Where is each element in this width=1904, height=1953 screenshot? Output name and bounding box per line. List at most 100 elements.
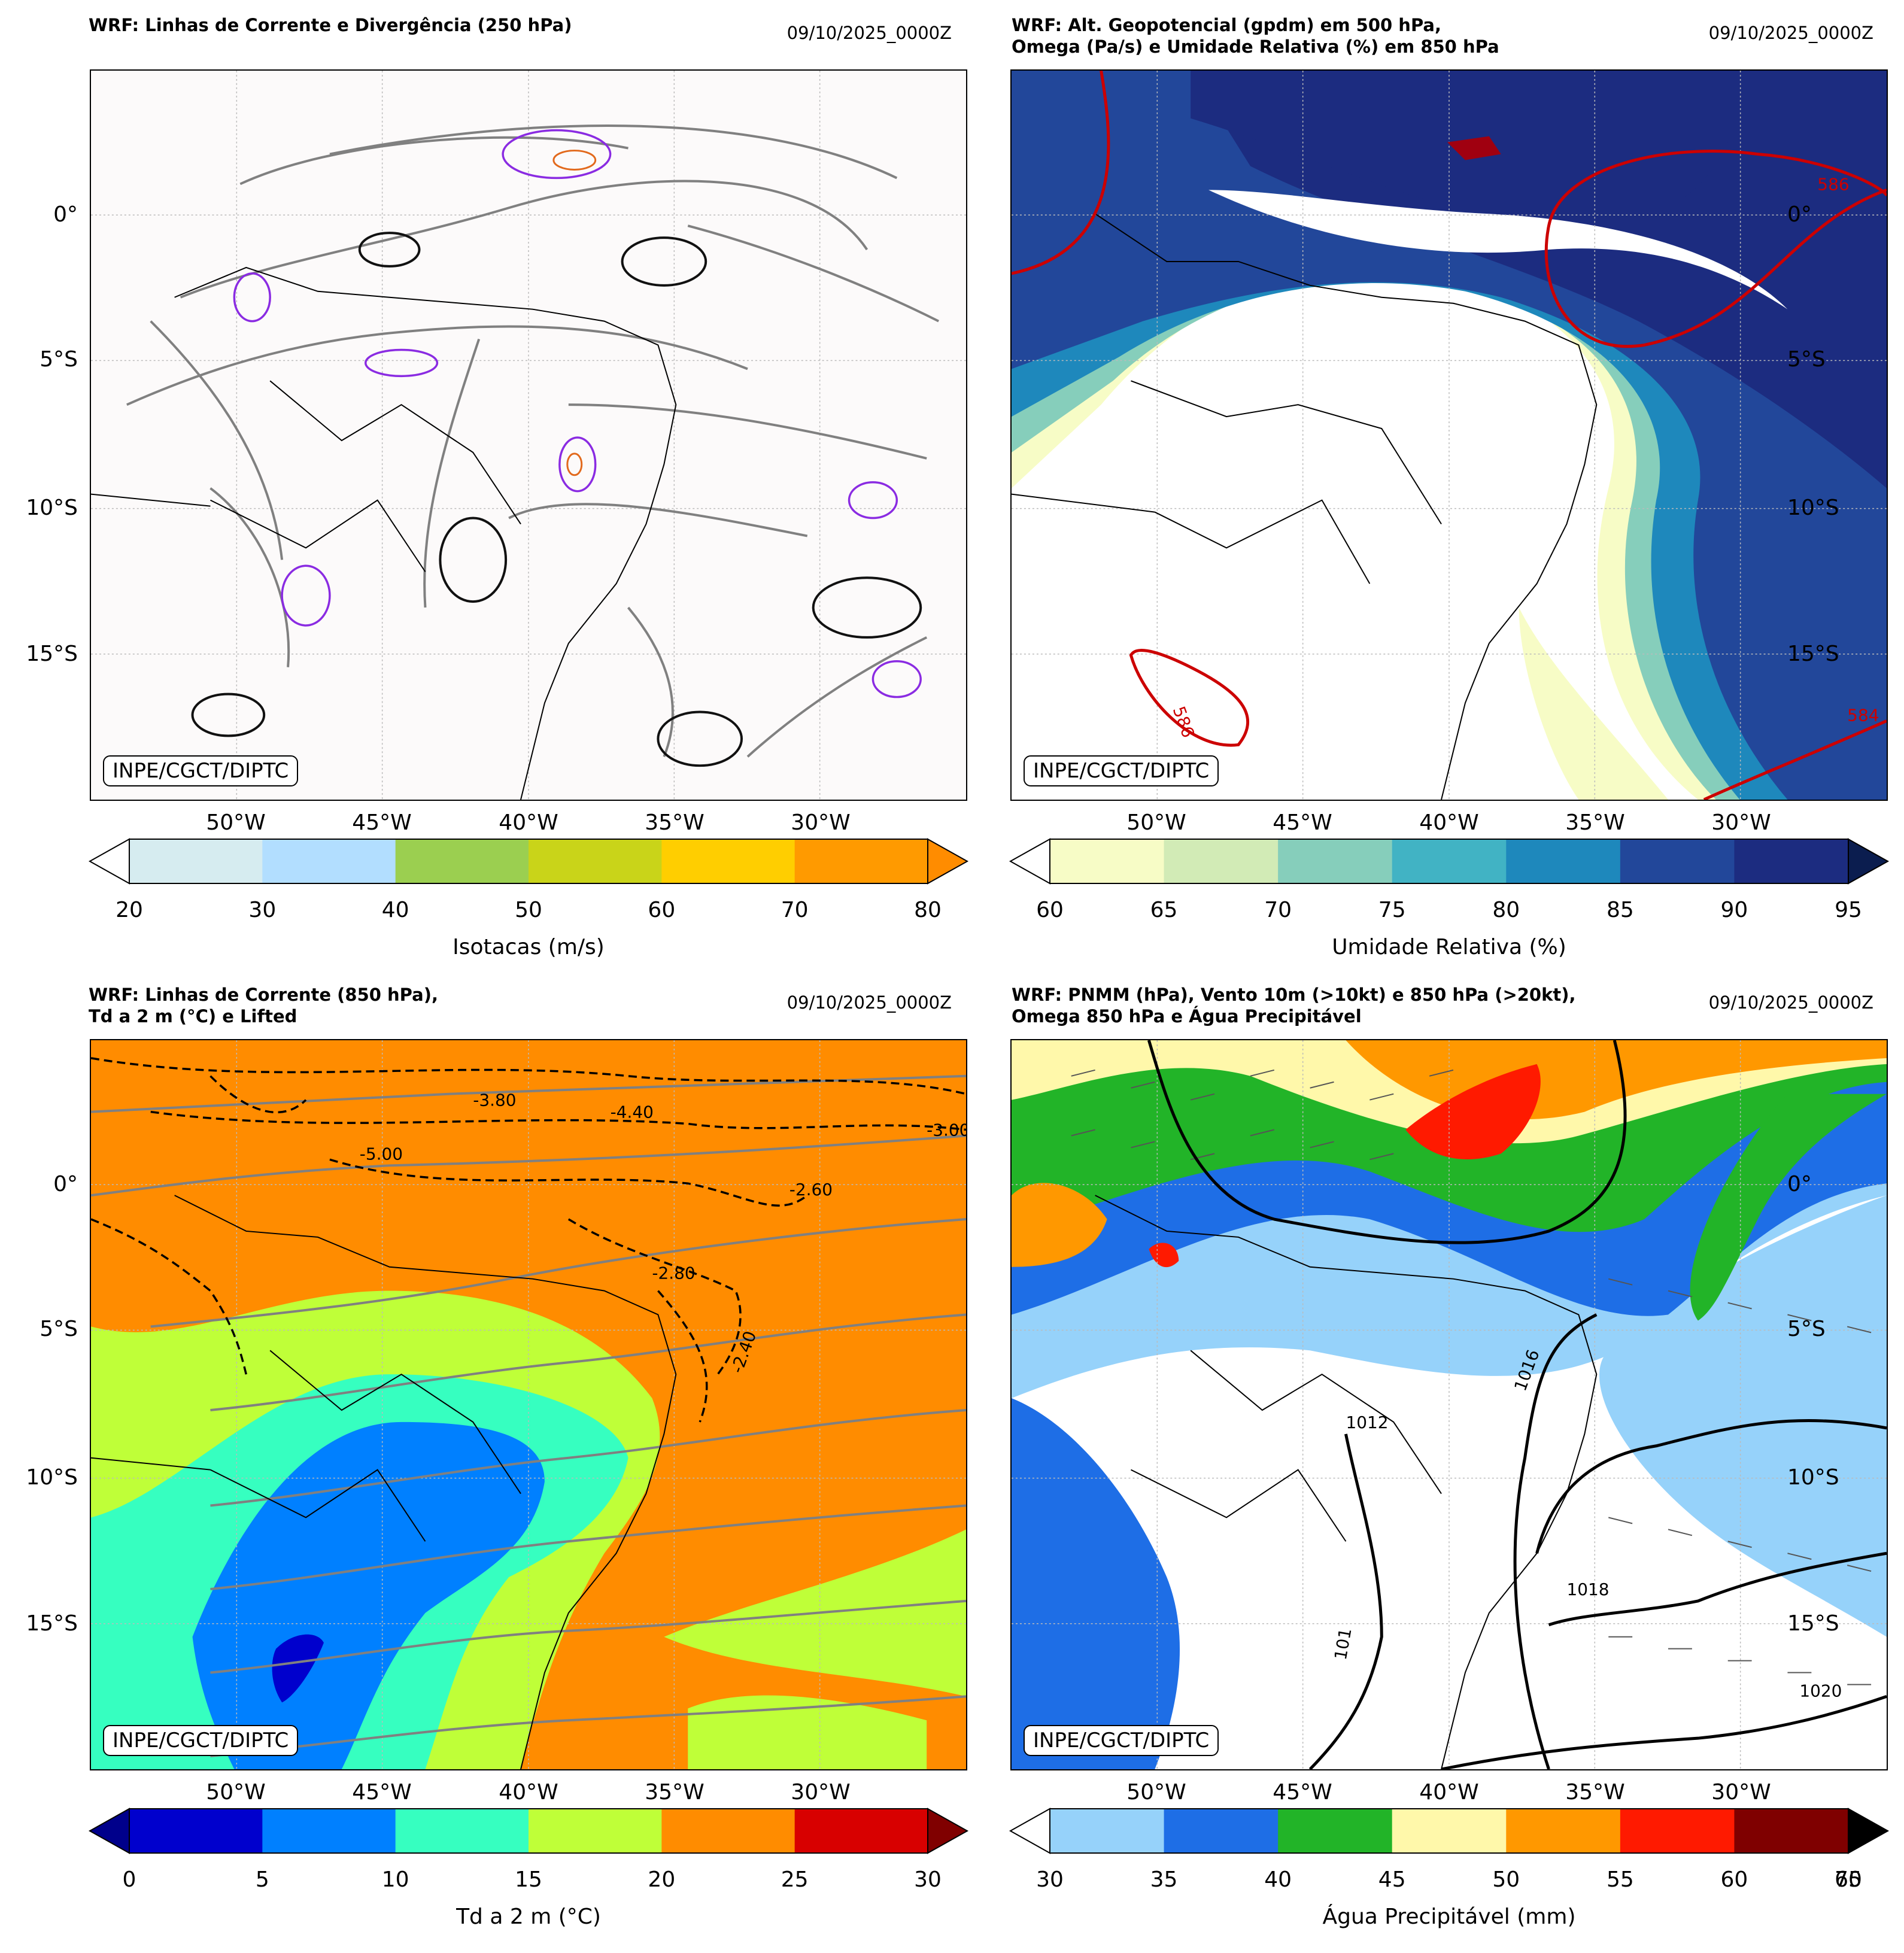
lat-label: 0°: [53, 202, 78, 227]
colorbar-tick-label: 95: [1835, 898, 1862, 922]
colorbar: [88, 1808, 969, 1854]
colorbar-segment: [262, 1809, 396, 1853]
colorbar-frame: [1049, 1808, 1849, 1854]
colorbar-label: Isotacas (m/s): [453, 935, 605, 959]
colorbar-tick-label: 55: [1606, 1867, 1634, 1892]
colorbar-tick-label: 35: [1150, 1867, 1178, 1892]
colorbar-tick-label: 0: [122, 1867, 136, 1892]
panel-title: WRF: Linhas de Corrente e Divergência (2…: [89, 15, 572, 35]
lon-label: 50°W: [1126, 810, 1186, 835]
lon-label: 45°W: [1273, 1780, 1332, 1805]
lon-label: 40°W: [1419, 1780, 1479, 1805]
lon-label: 45°W: [352, 1780, 412, 1805]
lon-label: 30°W: [791, 810, 851, 835]
colorbar-tick-label: 25: [781, 1867, 809, 1892]
colorbar-segment: [1392, 1809, 1507, 1853]
colorbar-segment: [1506, 839, 1621, 883]
colorbar-tick-label: 80: [1492, 898, 1520, 922]
contour-label: 101: [1331, 1627, 1356, 1662]
lat-label: 0°: [1787, 202, 1812, 227]
lat-label: 0°: [1787, 1172, 1812, 1196]
panel-pnmm-wind: WRF: PNMM (hPa), Vento 10m (>10kt) e 850…: [921, 970, 1890, 1945]
contour-label: -3.00: [927, 1120, 966, 1140]
colorbar-under-extend: [88, 1808, 130, 1854]
contour-label: -2.40: [727, 1328, 761, 1375]
colorbar-graphic: [88, 1808, 969, 1854]
lat-label: 5°S: [40, 1317, 78, 1341]
colorbar-segment: [1734, 1809, 1849, 1853]
panel-title: WRF: Linhas de Corrente (850 hPa), Td a …: [89, 985, 438, 1026]
lat-label: 15°S: [1787, 642, 1839, 666]
colorbar-segment: [262, 839, 396, 883]
colorbar-segment: [1506, 1809, 1621, 1853]
lon-label: 35°W: [645, 810, 704, 835]
lon-label: 50°W: [206, 810, 266, 835]
colorbar-tick-label: 20: [116, 898, 143, 922]
lat-label: 10°S: [1787, 1465, 1839, 1490]
lat-label: 15°S: [26, 642, 78, 666]
panel-title: WRF: Alt. Geopotencial (gpdm) em 500 hPa…: [1012, 15, 1499, 57]
lat-label: 5°S: [40, 347, 78, 372]
colorbar-graphic: [88, 838, 969, 885]
colorbar-label: Umidade Relativa (%): [1332, 935, 1566, 959]
contour-label: 1012: [1346, 1413, 1388, 1432]
colorbar-tick-label: 80: [914, 898, 942, 922]
lon-label: 40°W: [499, 810, 558, 835]
colorbar-segment: [395, 1809, 529, 1853]
panel-title: WRF: PNMM (hPa), Vento 10m (>10kt) e 850…: [1012, 985, 1576, 1026]
colorbar-tick-label: 15: [515, 1867, 542, 1892]
colorbar-segment: [661, 1809, 795, 1853]
colorbar-frame: [129, 839, 928, 884]
colorbar-tick-label: 50: [1492, 1867, 1520, 1892]
contour-label: -3.80: [473, 1091, 516, 1110]
colorbar-segment: [1620, 1809, 1735, 1853]
colorbar-tick-label: 50: [515, 898, 542, 922]
colorbar-over-extend: [1848, 838, 1890, 885]
colorbar-segment: [1392, 839, 1507, 883]
lat-label: 15°S: [1787, 1611, 1839, 1636]
colorbar-tick-label: 70: [781, 898, 809, 922]
colorbar-tick-label: 10: [381, 1867, 409, 1892]
colorbar-segment: [1734, 839, 1849, 883]
colorbar-tick-label: 40: [1264, 1867, 1292, 1892]
colorbar-under-extend: [1009, 1808, 1050, 1854]
colorbar-frame: [1049, 839, 1849, 884]
colorbar-tick-label: 90: [1720, 898, 1748, 922]
lon-label: 45°W: [1273, 810, 1332, 835]
contour-label: 584: [1847, 705, 1879, 725]
colorbar-label: Td a 2 m (°C): [456, 1905, 601, 1929]
lon-label: 50°W: [1126, 1780, 1186, 1805]
colorbar-under-extend: [1009, 838, 1050, 885]
map-frame: -5.00 -4.40 -3.80 -2.60 -2.80 -2.40 -3.0…: [90, 1039, 967, 1770]
colorbar-tick-label: 75: [1378, 898, 1406, 922]
lat-label: 10°S: [26, 496, 78, 520]
colorbar-graphic: [1009, 838, 1890, 885]
lon-label: 45°W: [352, 810, 412, 835]
panel-date: 09/10/2025_0000Z: [1708, 992, 1873, 1013]
panel-date: 09/10/2025_0000Z: [1708, 23, 1873, 43]
panel-streamlines-250hpa: WRF: Linhas de Corrente e Divergência (2…: [0, 0, 969, 976]
wind-barbs: [1071, 1069, 1872, 1685]
map-frame: 586 584 586 INPE/CGCT/DIPTC: [1010, 69, 1888, 801]
panel-date: 09/10/2025_0000Z: [786, 992, 952, 1013]
panel-streamlines-850hpa: WRF: Linhas de Corrente (850 hPa), Td a …: [0, 970, 969, 1945]
colorbar-tick-label: 70: [1264, 898, 1292, 922]
colorbar: [1009, 1808, 1890, 1854]
colorbar-over-extend: [1848, 1808, 1890, 1854]
colorbar-segment: [1620, 839, 1735, 883]
credit-label: INPE/CGCT/DIPTC: [103, 755, 299, 786]
map-frame: 1012 1016 1018 1020 101 INPE/CGCT/DIPTC: [1010, 1039, 1888, 1770]
colorbar-tick-label: 60: [648, 898, 676, 922]
lon-label: 40°W: [1419, 810, 1479, 835]
colorbar-tick-label: 40: [381, 898, 409, 922]
colorbar-tick-label: 70: [1835, 1867, 1862, 1892]
colorbar-tick-label: 60: [1036, 898, 1064, 922]
lat-label: 15°S: [26, 1611, 78, 1636]
contour-label: 1020: [1799, 1681, 1842, 1700]
map-precipitable-water: 1012 1016 1018 1020 101: [1012, 1040, 1887, 1769]
contour-label: 586: [1169, 704, 1198, 740]
map-frame: INPE/CGCT/DIPTC: [90, 69, 967, 801]
map-streamlines: [91, 71, 966, 800]
contour-label: -4.40: [611, 1102, 654, 1122]
lon-label: 30°W: [1711, 810, 1771, 835]
